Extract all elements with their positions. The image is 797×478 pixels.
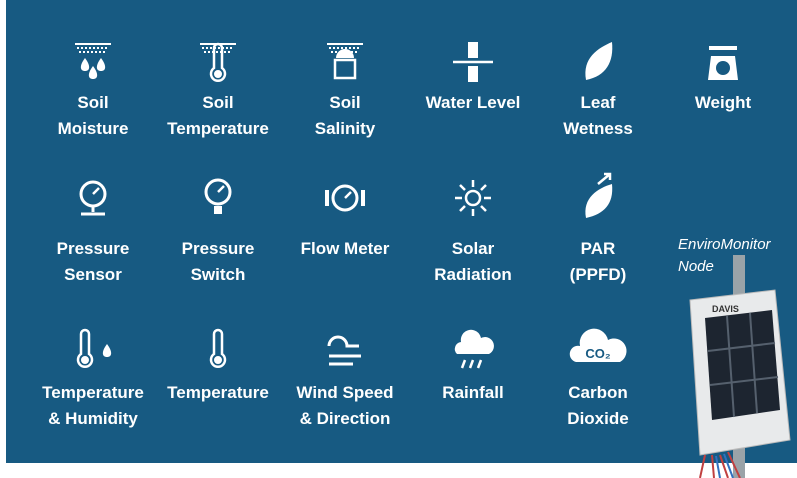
icon-shape xyxy=(716,61,730,75)
sensor-label: Sensor xyxy=(64,265,122,284)
icon-shape xyxy=(214,206,222,214)
icon-badge: CO₂ xyxy=(585,346,611,361)
sensor-label: Salinity xyxy=(315,119,376,138)
device-caption: Node xyxy=(678,258,714,275)
sensor-label: Wind Speed xyxy=(296,383,393,402)
icon-shape xyxy=(82,357,89,364)
sensor-label: Switch xyxy=(191,265,246,284)
sensor-label: Solar xyxy=(452,239,495,258)
sensor-label: Temperature xyxy=(42,383,144,402)
icon-shape xyxy=(468,42,478,58)
sensor-label: Pressure xyxy=(182,239,255,258)
sensor-label: Temperature xyxy=(167,383,269,402)
sensor-label: Dioxide xyxy=(567,409,628,428)
sensor-infographic: CO₂ DAVIS EnviroMonitor Node Soil Moistur… xyxy=(0,0,797,478)
device-brand: DAVIS xyxy=(712,304,739,314)
sensor-label: Temperature xyxy=(167,119,269,138)
sensor-label: Soil xyxy=(77,93,108,112)
sensor-label: Wetness xyxy=(563,119,633,138)
sensor-label: Pressure xyxy=(57,239,130,258)
sensor-label: Soil xyxy=(329,93,360,112)
sensor-label: PAR xyxy=(581,239,616,258)
sensor-label: Moisture xyxy=(58,119,129,138)
icon-shape xyxy=(215,357,222,364)
sensor-label: Soil xyxy=(202,93,233,112)
sensor-label: Weight xyxy=(695,93,752,112)
sensor-label: Rainfall xyxy=(442,383,503,402)
sensor-label: Water Level xyxy=(426,93,521,112)
icon-shape xyxy=(215,71,222,78)
sensor-label: Radiation xyxy=(434,265,511,284)
sensor-label: (PPFD) xyxy=(570,265,627,284)
sensor-label: Flow Meter xyxy=(301,239,390,258)
icon-shape xyxy=(468,66,478,82)
sensor-label: Carbon xyxy=(568,383,628,402)
sensor-label: Leaf xyxy=(581,93,616,112)
sensor-label: & Humidity xyxy=(48,409,138,428)
sensor-label: & Direction xyxy=(300,409,391,428)
device-caption: EnviroMonitor xyxy=(678,236,772,253)
